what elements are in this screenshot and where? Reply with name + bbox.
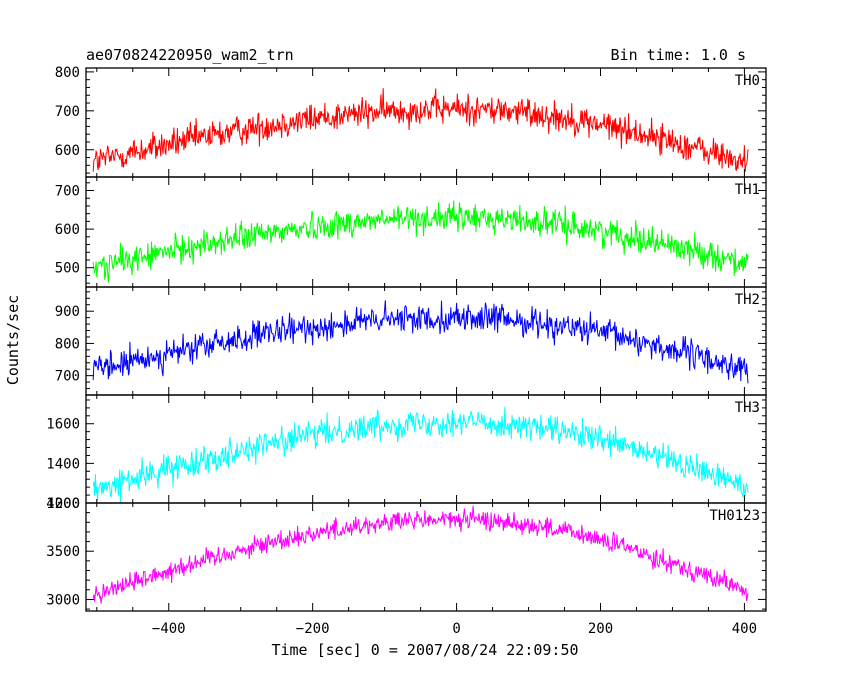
y-tick-label: 800 <box>55 336 80 352</box>
y-tick-label: 700 <box>55 104 80 120</box>
y-tick-label: 1200 <box>46 496 80 512</box>
y-tick-label: 800 <box>55 65 80 81</box>
y-axis-label: Counts/sec <box>4 295 22 385</box>
y-tick-label: 1600 <box>46 417 80 433</box>
x-tick-label: −200 <box>296 621 330 637</box>
series-line-th0 <box>92 88 749 172</box>
panel-frame <box>85 176 767 288</box>
series-line-th3 <box>92 406 749 503</box>
y-tick-label: 1400 <box>46 456 80 472</box>
panel-label: TH1 <box>735 182 760 198</box>
x-tick-label: 400 <box>732 621 757 637</box>
panels-group: 600 700 800 TH0 500 600 700 TH1 700 800 900 TH2 1200… <box>46 65 767 612</box>
panel-frame <box>85 502 767 612</box>
y-tick-label: 900 <box>55 304 80 320</box>
panel-th2: 700 800 900 TH2 <box>55 286 767 396</box>
panel-th0: 600 700 800 TH0 <box>55 65 767 178</box>
chart-title: ae070824220950_wam2_trn <box>86 46 294 64</box>
y-tick-label: 600 <box>55 143 80 159</box>
y-tick-label: 4000 <box>46 496 80 512</box>
x-tick-label: 0 <box>452 621 460 637</box>
series-line-th0123 <box>92 505 749 604</box>
y-tick-label: 700 <box>55 184 80 200</box>
panel-label: TH2 <box>735 292 760 308</box>
y-tick-label: 3000 <box>46 592 80 608</box>
panel-th1: 500 600 700 TH1 <box>55 176 767 288</box>
bin-time-label: Bin time: 1.0 s <box>611 46 746 64</box>
x-axis-label: Time [sec] 0 = 2007/08/24 22:09:50 <box>271 641 578 659</box>
y-tick-label: 3500 <box>46 544 80 560</box>
x-axis: −400 −200 0 200 400 <box>152 621 757 637</box>
x-tick-label: −400 <box>152 621 186 637</box>
y-tick-label: 600 <box>55 222 80 238</box>
panel-label: TH3 <box>735 400 760 416</box>
panel-label: TH0123 <box>709 508 760 524</box>
panel-frame <box>85 286 767 396</box>
x-tick-label: 200 <box>588 621 613 637</box>
y-tick-label: 700 <box>55 369 80 385</box>
panel-th0123: 3000 3500 4000 TH0123 <box>46 496 767 612</box>
y-tick-label: 500 <box>55 261 80 277</box>
panel-frame <box>85 394 767 504</box>
panel-label: TH0 <box>735 73 760 89</box>
panel-frame <box>85 67 767 178</box>
panel-th3: 1200 1400 1600 TH3 <box>46 394 767 512</box>
series-line-th2 <box>92 300 749 384</box>
series-line-th1 <box>92 200 749 283</box>
